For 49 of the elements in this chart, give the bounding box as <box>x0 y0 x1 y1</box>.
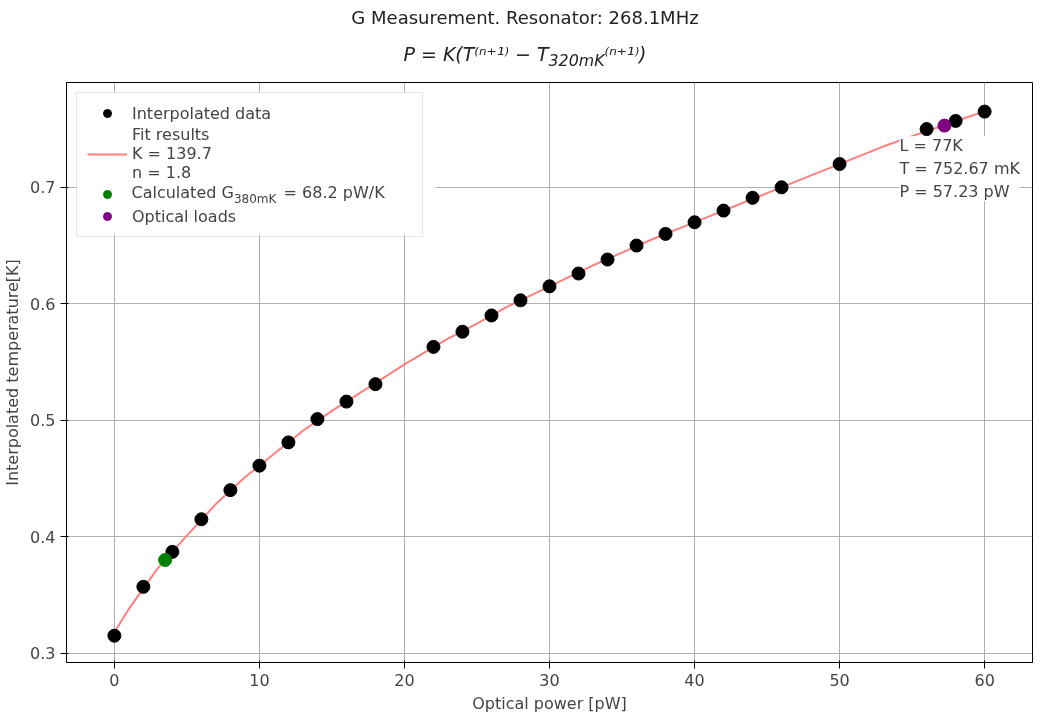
point <box>832 157 847 172</box>
x-tick-label: 20 <box>394 670 415 690</box>
point <box>919 122 934 137</box>
point <box>339 394 354 409</box>
point <box>937 118 952 133</box>
point <box>774 180 789 195</box>
x-tick-label: 60 <box>974 670 995 690</box>
y-tick-label: 0.6 <box>30 294 56 314</box>
legend-label: Interpolated data <box>132 103 273 123</box>
point <box>542 279 557 294</box>
annotation: L = 77K T = 752.67 mK P = 57.23 pW <box>898 136 1021 202</box>
point <box>165 544 180 559</box>
chart-subtitle: P = K(T⁽ⁿ⁺¹⁾ − T$_{320mK}$⁽ⁿ⁺¹⁾) <box>403 41 647 72</box>
x-tick-label: 40 <box>684 670 705 690</box>
point <box>223 483 238 498</box>
y-tick-label: 0.3 <box>30 644 56 664</box>
point <box>310 412 325 427</box>
point <box>948 114 963 129</box>
point <box>745 190 760 205</box>
point <box>716 203 731 218</box>
point <box>281 435 296 450</box>
point <box>368 377 383 392</box>
point <box>571 266 586 281</box>
point <box>426 340 441 354</box>
x-tick-label: 0 <box>109 670 120 690</box>
x-axis-title: Optical power [pW] <box>472 693 627 713</box>
point <box>158 553 173 568</box>
legend-label: Optical loads <box>132 206 238 226</box>
point <box>484 308 499 323</box>
chart-title: G Measurement. Resonator: 268.1MHz <box>351 6 699 30</box>
y-tick-label: 0.4 <box>30 527 56 547</box>
point <box>687 215 702 230</box>
point <box>194 512 209 527</box>
point <box>107 628 122 643</box>
point <box>513 293 528 308</box>
point <box>600 252 615 267</box>
point <box>252 458 267 473</box>
x-tick-label: 50 <box>829 670 850 690</box>
y-tick-label: 0.7 <box>30 178 56 198</box>
point <box>455 324 470 339</box>
point <box>136 579 151 594</box>
point <box>629 238 644 253</box>
y-tick-label: 0.5 <box>30 411 56 431</box>
x-tick-label: 10 <box>249 670 270 690</box>
point <box>658 227 673 241</box>
x-tick-label: 30 <box>539 670 560 690</box>
point <box>977 104 992 119</box>
legend-label: Fit results K = 139.7 n = 1.8 <box>132 125 213 183</box>
y-axis-title: Interpolated temperature[K] <box>3 259 23 486</box>
